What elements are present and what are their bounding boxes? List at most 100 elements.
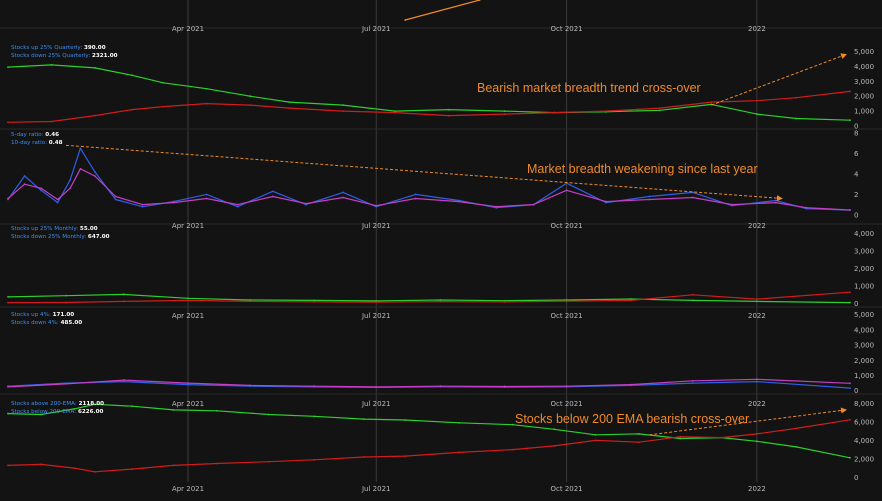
- daily4-series-1-point-7: [439, 385, 442, 388]
- ema-series-0-point-12: [511, 423, 514, 426]
- daily4-ytick-5: 5,000: [854, 311, 874, 319]
- ema-series-0-point-4: [131, 405, 134, 408]
- monthly-series-1-point-6: [375, 301, 378, 304]
- ema-series-1-point-7: [267, 460, 270, 463]
- monthly-series-0-point-4: [249, 299, 251, 301]
- monthly-ytick-2: 2,000: [854, 265, 874, 273]
- daily4-series-1-point-4: [249, 384, 251, 387]
- ema-series-1-point-9: [362, 456, 365, 458]
- ratio-series-1-point-0: [7, 197, 9, 200]
- quarterly-series-1-point-4: [162, 105, 165, 108]
- ema-series-0-point-0: [7, 412, 9, 415]
- ratio-series-1-point-3: [56, 198, 59, 201]
- ratio-series-1-point-19: [532, 203, 535, 206]
- daily4-series-0-point-2: [122, 380, 125, 383]
- daily4-ytick-2: 2,000: [854, 357, 874, 365]
- ratio-series-0-point-22: [648, 195, 651, 198]
- ratio-series-0-point-2: [40, 189, 43, 192]
- quarterly-series-0-point-4: [162, 81, 165, 84]
- ratio-series-1-point-13: [305, 202, 307, 205]
- daily4-series-0-point-11: [691, 382, 694, 385]
- ema-series-0-point-10: [404, 419, 407, 421]
- ratio-series-1-point-21: [604, 200, 607, 203]
- time-axis-label-2-0: Apr 2021: [172, 312, 204, 320]
- ratio-ytick-1: 2: [854, 191, 858, 199]
- ema-series-0-point-19: [795, 445, 798, 448]
- quarterly-series-1-point-14: [658, 107, 661, 110]
- ema-ytick-1: 2,000: [854, 455, 874, 463]
- time-axis-label-2-3: 2022: [748, 312, 766, 320]
- ema-series-1-point-1: [40, 463, 43, 466]
- quarterly-series-1-point-6: [249, 104, 251, 107]
- ratio-series-0-point-1: [23, 175, 26, 177]
- daily4-series-1-point-0: [7, 386, 9, 388]
- quarterly-series-1-point-10: [447, 114, 450, 117]
- ratio-series-1-point-26: [805, 206, 808, 209]
- ema-series-1-point-0: [7, 464, 9, 467]
- quarterly-series-0-point-0: [7, 66, 9, 69]
- ema-series-1-point-3: [93, 470, 96, 473]
- ratio-series-0-line: [7, 147, 851, 211]
- time-axis-label-3-2: Oct 2021: [550, 400, 582, 408]
- ema-ytick-0: 0: [854, 474, 858, 482]
- ema-legend-value-1: 6226.00: [78, 409, 104, 415]
- ratio-series-0-point-12: [271, 190, 274, 193]
- daily4-ytick-4: 4,000: [854, 326, 874, 334]
- ema-legend-key-1: Stocks below 200-EMA:: [11, 409, 78, 415]
- time-axis-label-0-1: Jul 2021: [361, 25, 391, 33]
- monthly-series-0-point-0: [7, 295, 9, 298]
- daily4-legend-0: Stocks up 4%: 171.00: [11, 312, 74, 318]
- time-axis-label-4-0: Apr 2021: [172, 485, 204, 493]
- quarterly-series-1-point-12: [553, 111, 556, 114]
- monthly-series-1-line: [7, 291, 851, 304]
- monthly-series-1-point-9: [565, 300, 568, 303]
- daily4-series-1-point-6: [375, 386, 378, 388]
- quarterly-series-1-point-16: [756, 99, 758, 102]
- quarterly-series-1-point-0: [7, 121, 9, 124]
- ratio-series-1-point-20: [565, 189, 568, 192]
- quarterly-ytick-1: 1,000: [854, 108, 874, 116]
- monthly-series-0-point-2: [122, 293, 125, 296]
- quarterly-series-1-point-17: [795, 96, 798, 99]
- quarterly-series-0-point-3: [131, 74, 134, 77]
- ema-legend-0: Stocks above 200-EMA: 2118.00: [11, 401, 104, 407]
- time-axis-label-2-1: Jul 2021: [361, 312, 391, 320]
- quarterly-trend-arrow: [711, 53, 847, 106]
- ema-series-0-point-14: [594, 433, 597, 436]
- time-axis-label-1-1: Jul 2021: [361, 222, 391, 230]
- time-axis-label-1-2: Oct 2021: [550, 222, 582, 230]
- ema-legend-value-0: 2118.00: [79, 401, 105, 407]
- quarterly-series-0-point-7: [288, 101, 291, 104]
- quarterly-series-1-point-9: [393, 111, 396, 114]
- daily4-legend-1: Stocks down 4%: 485.00: [11, 320, 82, 326]
- ema-series-1-point-14: [594, 439, 597, 442]
- daily4-ytick-3: 3,000: [854, 342, 874, 350]
- ema-series-0-point-11: [458, 421, 460, 424]
- ema-series-0-point-3: [93, 403, 96, 406]
- daily4-series-1-point-11: [691, 379, 694, 382]
- quarterly-legend-value-1: 2321.00: [92, 53, 118, 59]
- quarterly-legend-key-0: Stocks up 25% Quarterly:: [11, 45, 84, 51]
- quarterly-series-1-point-15: [710, 101, 713, 104]
- ratio-series-1-point-23: [691, 196, 694, 199]
- ema-series-0-point-2: [73, 408, 76, 410]
- monthly-series-1-point-13: [849, 291, 851, 294]
- ratio-legend-0: 5-day ratio: 0.46: [11, 132, 59, 138]
- ema-series-1-point-16: [679, 435, 682, 438]
- monthly-series-0-point-1: [65, 294, 67, 297]
- ratio-series-0-point-8: [141, 205, 144, 208]
- ema-ytick-4: 8,000: [854, 400, 874, 408]
- ema-legend-1: Stocks below 200-EMA: 6226.00: [11, 409, 104, 415]
- time-axis-label-0-2: Oct 2021: [550, 25, 582, 33]
- ratio-series-1-point-5: [79, 167, 82, 170]
- monthly-legend-0: Stocks up 25% Monthly: 55.00: [11, 226, 98, 232]
- top-series-0-point-1: [478, 0, 481, 1]
- ratio-series-0-point-6: [93, 171, 96, 173]
- ratio-series-1-point-27: [849, 209, 851, 211]
- ratio-legend-value-1: 0.48: [49, 140, 63, 146]
- ema-series-0-point-15: [638, 433, 640, 435]
- ema-series-1-point-13: [553, 445, 556, 447]
- ema-series-1-point-10: [404, 455, 407, 458]
- monthly-series-0-point-5: [313, 299, 316, 302]
